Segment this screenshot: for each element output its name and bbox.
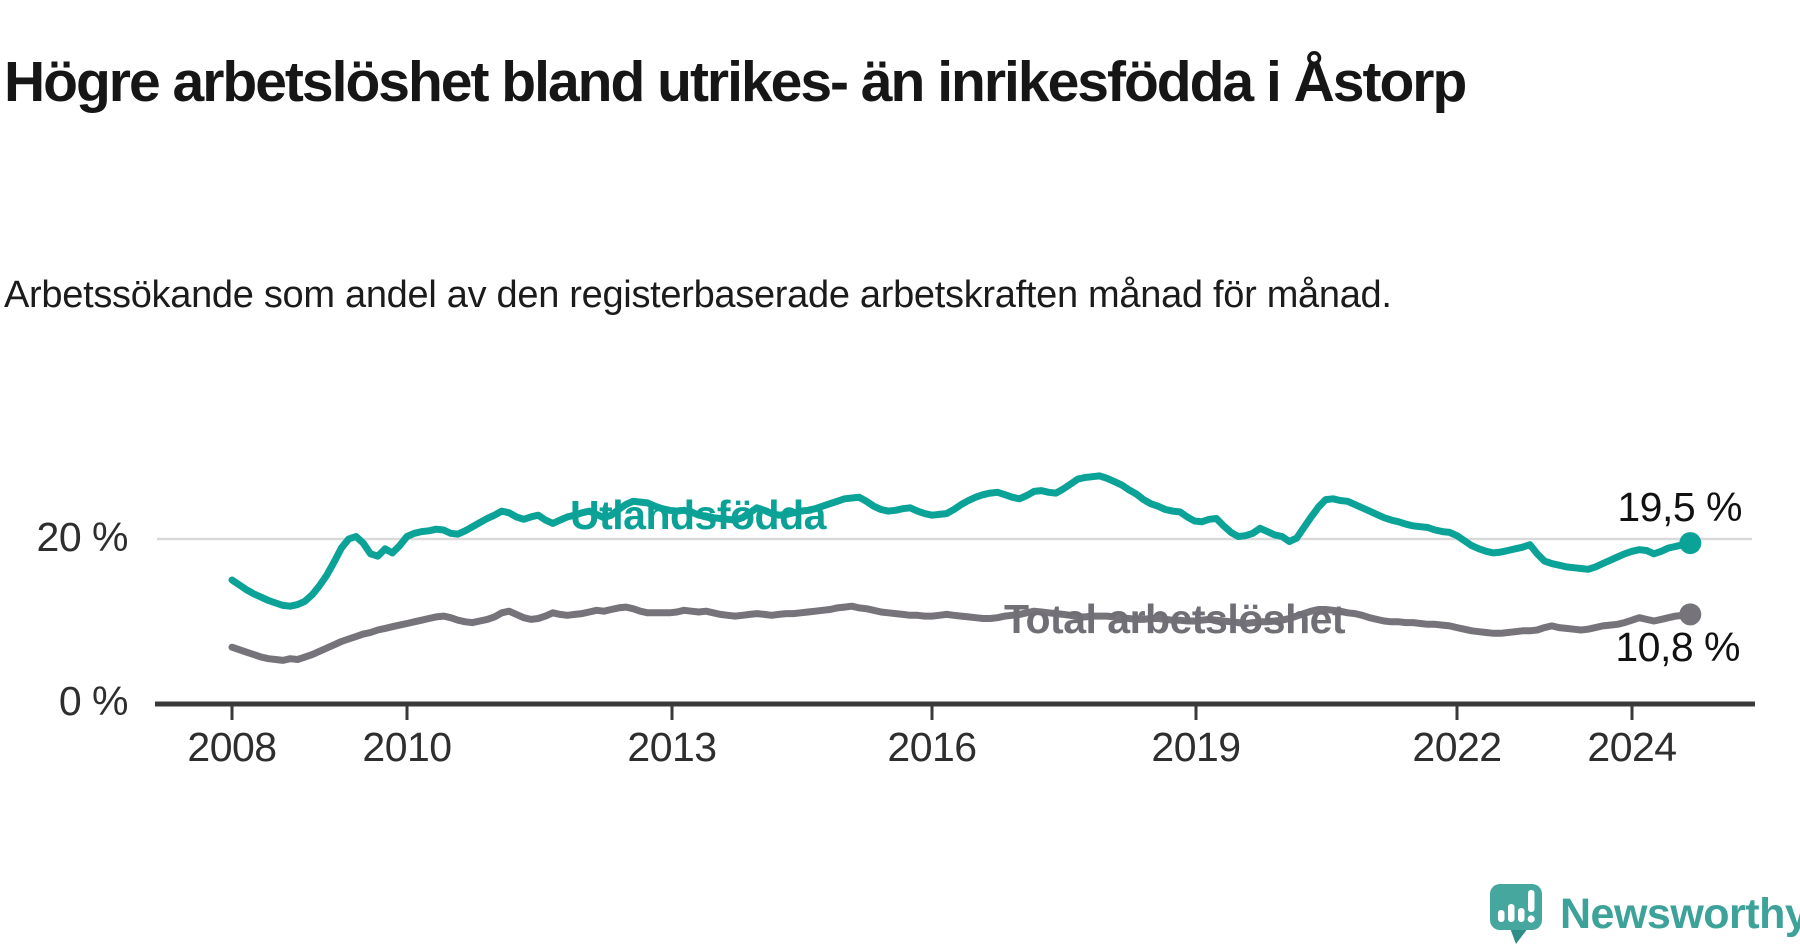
page-title: Högre arbetslöshet bland utrikes- än inr… [4,50,1467,115]
x-tick-label-2013: 2013 [627,724,717,770]
series-label-total-arbetsloshet: Total arbetslöshet [1004,596,1346,642]
series-label-utlandsfodda: Utlandsfödda [570,492,826,538]
x-tick-label-2016: 2016 [887,724,977,770]
x-tick-label-2022: 2022 [1412,724,1502,770]
series-line-1 [228,602,1694,664]
newsworthy-branding: Newsworthy [1488,880,1800,948]
x-axis-ticks [230,706,1634,720]
end-value-label-utlandsfodda: 19,5 % [1617,484,1742,530]
x-tick-label-2024: 2024 [1587,724,1677,770]
chart-subtitle: Arbetssökande som andel av den registerb… [4,274,1392,316]
x-tick-label-2008: 2008 [187,724,277,770]
series-endpoint-1 [1679,603,1702,626]
series-line-0 [228,472,1694,610]
newsworthy-logo-text: Newsworthy [1560,889,1800,938]
end-value-label-total-arbetsloshet: 10,8 % [1615,624,1740,670]
x-tick-label-2010: 2010 [362,724,452,770]
x-tick-label-2019: 2019 [1151,724,1241,770]
newsworthy-logo-icon [1490,884,1542,944]
series-endpoint-0 [1679,532,1702,555]
y-tick-label-20: 20 % [36,514,129,560]
y-tick-label-0: 0 % [58,678,129,724]
